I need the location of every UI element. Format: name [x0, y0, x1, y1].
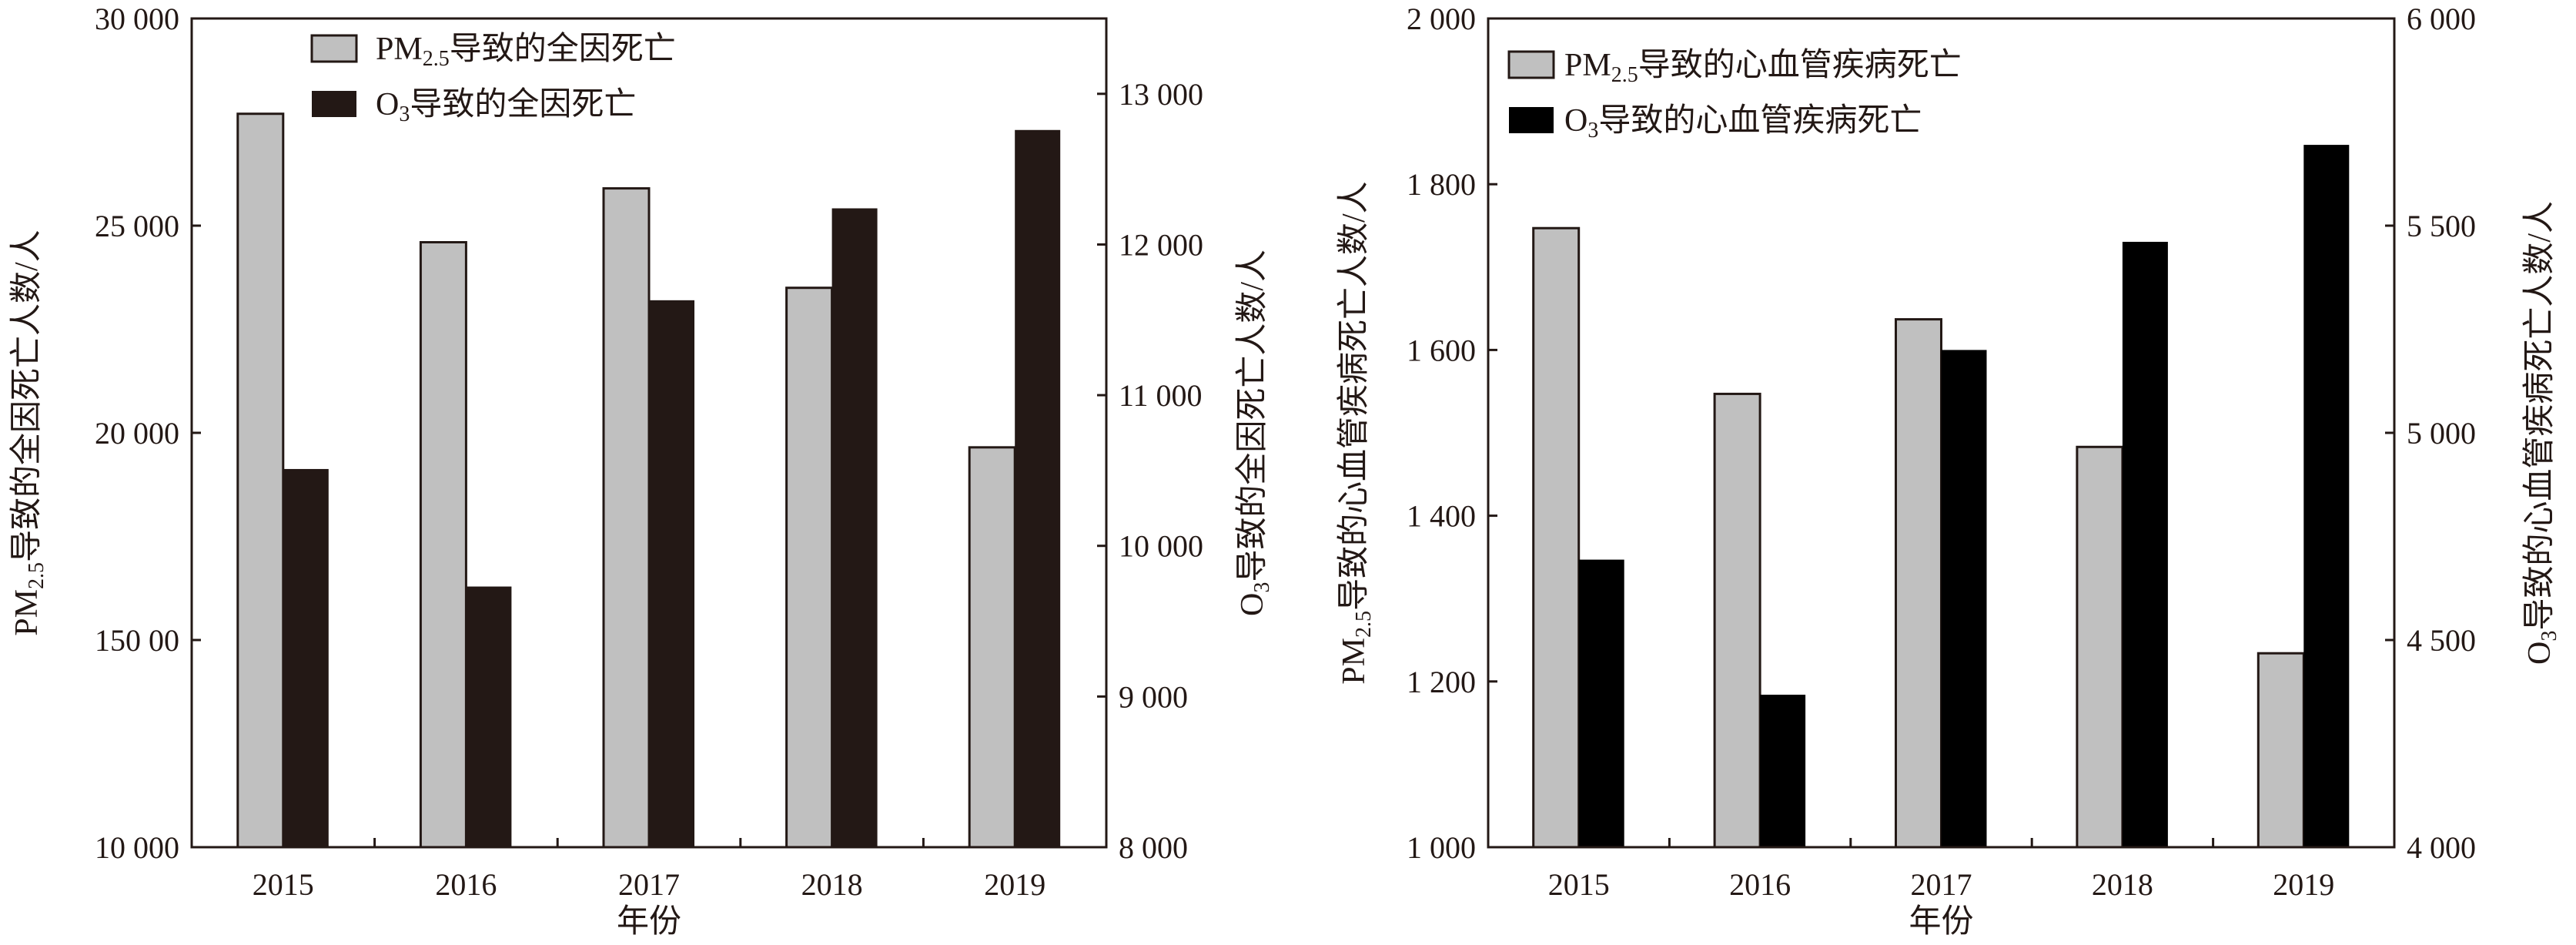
legend-label-o3: O3导致的心血管疾病死亡: [1564, 103, 1922, 142]
y-left-axis-title: PM2.5导致的全因死亡人数/人: [8, 230, 49, 635]
y-right-tick-label: 10 000: [1119, 529, 1203, 564]
y-left-tick-label: 1 200: [1407, 665, 1476, 699]
y-right-tick-label: 4 000: [2407, 830, 2476, 865]
bar-o3-2019: [2303, 145, 2350, 848]
x-tick-label: 2018: [2092, 867, 2153, 902]
y-left-tick-label: 30 000: [95, 2, 179, 36]
x-tick-label: 2017: [618, 867, 680, 902]
x-tick-label: 2019: [2273, 867, 2334, 902]
x-tick-label: 2016: [1729, 867, 1791, 902]
legend-swatch-o3: [1509, 107, 1554, 133]
bar-o3-2018: [2122, 241, 2168, 847]
y-right-tick-label: 11 000: [1119, 378, 1203, 413]
y-right-axis-title: O3导致的全因死亡人数/人: [1234, 250, 1274, 616]
bar-pm25-2018: [2076, 445, 2124, 849]
bar-o3-2017: [1941, 350, 1987, 847]
legend-swatch-pm25: [1507, 50, 1555, 79]
bar-o3-2016: [466, 586, 512, 847]
y-right-tick-label: 5 500: [2407, 209, 2476, 243]
legend-label-o3: O3导致的全因死亡: [376, 86, 636, 126]
y-right-tick-label: 9 000: [1119, 679, 1188, 714]
chart-all-cause-deaths: 2015 2016 2017 2018 2019 年份 10 000 150 00 20 000…: [8, 2, 1274, 940]
x-tick-label: 2019: [984, 867, 1045, 902]
chart-cardiovascular-deaths: 2015 2016 2017 2018 2019 年份 1 000 1 200 1 400 1 6…: [1337, 2, 2561, 940]
bar-o3-2016: [1760, 695, 1806, 847]
bar-pm25-2019: [2257, 652, 2305, 849]
y-right-tick-label: 12 000: [1119, 227, 1203, 262]
bar-pm25-2017: [1895, 318, 1942, 849]
bar-pm25-2016: [1713, 392, 1761, 849]
y-right-tick-label: 13 000: [1119, 77, 1203, 112]
x-axis-title: 年份: [617, 903, 681, 940]
y-left-tick-label: 1 400: [1407, 499, 1476, 534]
x-tick-label: 2018: [801, 867, 863, 902]
y-right-tick-label: 6 000: [2407, 2, 2476, 36]
bar-o3-2018: [831, 208, 878, 847]
bar-o3-2015: [283, 468, 329, 847]
x-tick-label: 2015: [1548, 867, 1610, 902]
legend-swatch-pm25: [310, 34, 358, 63]
y-right-tick-label: 8 000: [1119, 830, 1188, 865]
y-left-tick-label: 20 000: [95, 416, 179, 451]
y-left-tick-label: 1 600: [1407, 333, 1476, 367]
bar-pm25-2017: [602, 187, 651, 849]
y-left-tick-label: 1 800: [1407, 167, 1476, 202]
y-left-tick-label: 2 000: [1407, 2, 1476, 36]
x-tick-label: 2016: [435, 867, 497, 902]
legend-label-pm25: PM2.5导致的全因死亡: [376, 31, 676, 71]
y-right-tick-label: 4 500: [2407, 623, 2476, 658]
bar-pm25-2019: [968, 446, 1016, 849]
y-left-axis-title: PM2.5导致的心血管疾病死亡人数/人: [1337, 181, 1376, 684]
y-right-tick-label: 5 000: [2407, 416, 2476, 451]
bar-pm25-2015: [236, 112, 285, 849]
x-axis-title: 年份: [1909, 903, 1973, 940]
y-left-tick-label: 150 00: [95, 623, 179, 658]
bar-o3-2019: [1015, 129, 1061, 848]
y-left-tick-label: 1 000: [1407, 830, 1476, 865]
y-right-axis-title: O3导致的心血管疾病死亡人数/人: [2522, 201, 2561, 665]
bar-pm25-2018: [785, 287, 834, 849]
bar-o3-2015: [1578, 559, 1624, 847]
bar-o3-2017: [649, 300, 694, 848]
x-tick-label: 2017: [1911, 867, 1972, 902]
legend-swatch-o3: [312, 91, 356, 117]
bar-pm25-2015: [1532, 226, 1581, 849]
legend-label-pm25: PM2.5导致的心血管疾病死亡: [1564, 48, 1962, 87]
bar-pm25-2016: [419, 241, 467, 849]
x-tick-label: 2015: [253, 867, 314, 902]
y-left-tick-label: 10 000: [95, 830, 179, 865]
y-left-tick-label: 25 000: [95, 209, 179, 243]
